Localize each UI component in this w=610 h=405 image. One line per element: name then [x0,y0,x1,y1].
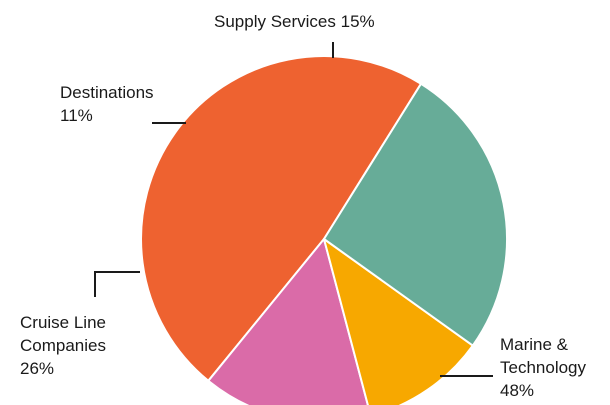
slice-label-line: Marine & [500,335,569,354]
pie-slice-destinations [323,238,474,405]
slice-label-line: 11% [60,106,93,125]
slice-label-line: Cruise Line [20,313,106,332]
slice-label-marine-technology: Marine & Technology 48% [500,333,586,402]
slice-label-line: Supply Services 15% [214,12,375,31]
pie-slice-supply-services [207,238,369,405]
slice-label-cruise-line-companies: Cruise Line Companies 26% [20,311,106,380]
slice-label-supply-services: Supply Services 15% [214,10,375,33]
slice-label-line: Technology [500,358,587,377]
leader-lines [94,42,493,377]
pie-slices [140,55,508,405]
slice-label-destinations: Destinations 11% [60,81,154,127]
slice-label-line: Companies [20,336,106,355]
pie-slice-marine-technology [140,55,422,382]
slice-label-line: Destinations [60,83,154,102]
pie-slice-cruise-line-companies [323,82,508,347]
slice-label-line: 26% [20,359,55,378]
slice-label-line: 48% [500,381,535,400]
leader-line-cruise-line-companies [94,271,140,297]
